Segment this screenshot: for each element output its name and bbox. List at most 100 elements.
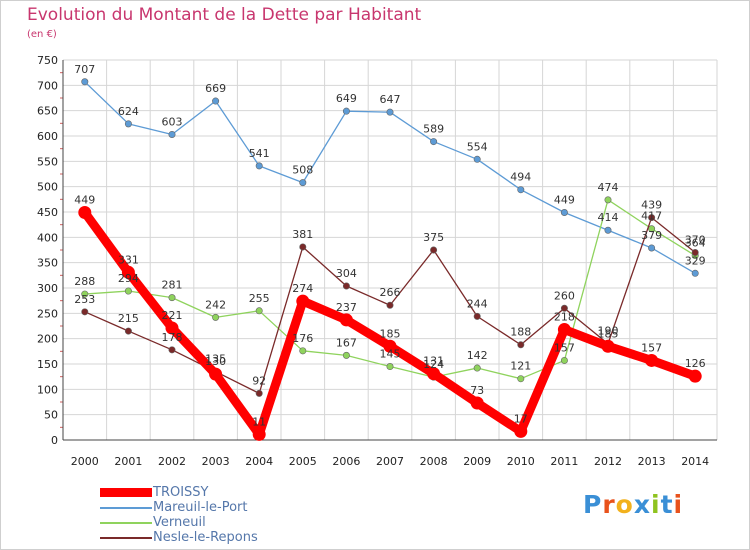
data-label-0-9: 73 <box>470 384 484 397</box>
x-tick-2005: 2005 <box>289 455 317 468</box>
data-label-3-3: 135 <box>205 353 226 366</box>
y-tick-labels: 0 50 100 150 200 250 300 350 400 450 500 550 600 650 7… <box>37 54 58 447</box>
y-tick-0: 0 <box>51 434 58 447</box>
legend-label-1: Mareuil-le-Port <box>153 500 248 515</box>
data-label-0-0: 449 <box>74 194 95 207</box>
axes <box>60 60 717 441</box>
point-2-5 <box>299 347 307 355</box>
y-tick-200: 200 <box>37 333 58 346</box>
point-2-3 <box>212 313 220 321</box>
data-label-0-5: 274 <box>292 282 313 295</box>
data-label-0-4: 11 <box>252 415 266 428</box>
data-label-3-14: 370 <box>685 234 706 247</box>
point-1-8 <box>430 138 438 146</box>
point-1-9 <box>473 155 481 163</box>
y-tick-150: 150 <box>37 358 58 371</box>
data-label-1-10: 494 <box>510 171 531 184</box>
data-label-3-1: 215 <box>118 312 139 325</box>
data-label-2-6: 167 <box>336 336 357 349</box>
y-tick-550: 550 <box>37 155 58 168</box>
y-tick-300: 300 <box>37 282 58 295</box>
point-3-14 <box>691 249 699 257</box>
point-1-11 <box>560 209 568 217</box>
data-label-3-11: 260 <box>554 289 575 302</box>
point-0-2 <box>165 321 179 335</box>
point-3-5 <box>299 243 307 251</box>
data-label-1-9: 554 <box>467 140 488 153</box>
point-1-5 <box>299 179 307 187</box>
legend-item-0: TROISSY <box>100 485 258 500</box>
data-label-1-8: 589 <box>423 123 444 136</box>
point-1-10 <box>517 186 525 194</box>
legend-item-3: Nesle-le-Repons <box>100 530 258 545</box>
data-label-2-0: 288 <box>74 275 95 288</box>
data-label-0-7: 185 <box>380 327 401 340</box>
data-label-3-0: 253 <box>74 293 95 306</box>
y-tick-400: 400 <box>37 231 58 244</box>
chart-unit: (en €) <box>27 29 57 40</box>
y-tick-600: 600 <box>37 130 58 143</box>
point-0-5 <box>296 294 310 308</box>
point-1-0 <box>81 78 89 86</box>
point-3-6 <box>342 282 350 290</box>
point-2-12 <box>604 196 612 204</box>
data-label-0-8: 131 <box>423 355 444 368</box>
legend-swatch-1 <box>100 506 152 509</box>
data-label-2-4: 255 <box>249 292 270 305</box>
data-label-3-2: 178 <box>162 331 183 344</box>
x-tick-2008: 2008 <box>420 455 448 468</box>
x-tick-2004: 2004 <box>245 455 273 468</box>
data-label-0-6: 237 <box>336 301 357 314</box>
point-1-14 <box>691 269 699 277</box>
data-label-1-2: 603 <box>162 115 183 128</box>
data-labels: 707 624 603 669 541 508 649 647 589 554 494 449 414 3… <box>74 63 705 429</box>
point-2-7 <box>386 363 394 371</box>
data-label-3-7: 266 <box>380 286 401 299</box>
data-label-1-1: 624 <box>118 105 139 118</box>
x-tick-2000: 2000 <box>71 455 99 468</box>
y-tick-750: 750 <box>37 54 58 67</box>
point-3-8 <box>430 246 438 254</box>
data-label-2-14: 364 <box>685 237 706 250</box>
data-label-1-12: 414 <box>598 211 619 224</box>
x-tick-2002: 2002 <box>158 455 186 468</box>
data-label-1-0: 707 <box>74 63 95 76</box>
point-3-7 <box>386 301 394 309</box>
point-0-9 <box>470 396 484 410</box>
data-label-0-3: 130 <box>205 355 226 368</box>
point-2-0 <box>81 290 89 298</box>
data-label-1-14: 329 <box>685 254 706 267</box>
data-label-2-11: 157 <box>554 341 575 354</box>
point-0-14 <box>688 369 702 383</box>
point-3-2 <box>168 346 176 354</box>
data-label-2-12: 474 <box>598 181 619 194</box>
point-3-1 <box>124 327 132 335</box>
y-tick-650: 650 <box>37 105 58 118</box>
point-0-6 <box>339 313 353 327</box>
point-0-13 <box>645 353 659 367</box>
data-label-1-6: 649 <box>336 92 357 105</box>
point-3-0 <box>81 308 89 316</box>
point-3-11 <box>560 304 568 312</box>
data-label-3-8: 375 <box>423 231 444 244</box>
proxiti-logo: Proxiti <box>583 490 684 519</box>
x-tick-2006: 2006 <box>332 455 360 468</box>
chart-title: Evolution du Montant de la Dette par Hab… <box>27 5 422 25</box>
data-label-0-14: 126 <box>685 357 706 370</box>
series-group <box>78 78 702 441</box>
point-0-1 <box>121 265 135 279</box>
legend-swatch-2 <box>100 521 152 524</box>
point-0-4 <box>252 427 266 441</box>
data-label-3-9: 244 <box>467 297 488 310</box>
data-label-2-3: 242 <box>205 298 226 311</box>
x-tick-2009: 2009 <box>463 455 491 468</box>
data-label-3-4: 92 <box>252 374 266 387</box>
legend-swatch-0 <box>100 488 152 497</box>
point-0-0 <box>78 206 92 220</box>
data-label-0-2: 221 <box>162 309 183 322</box>
legend-label-0: TROISSY <box>153 485 209 500</box>
point-0-11 <box>557 323 571 337</box>
data-label-3-6: 304 <box>336 267 357 280</box>
data-label-0-1: 331 <box>118 253 139 266</box>
